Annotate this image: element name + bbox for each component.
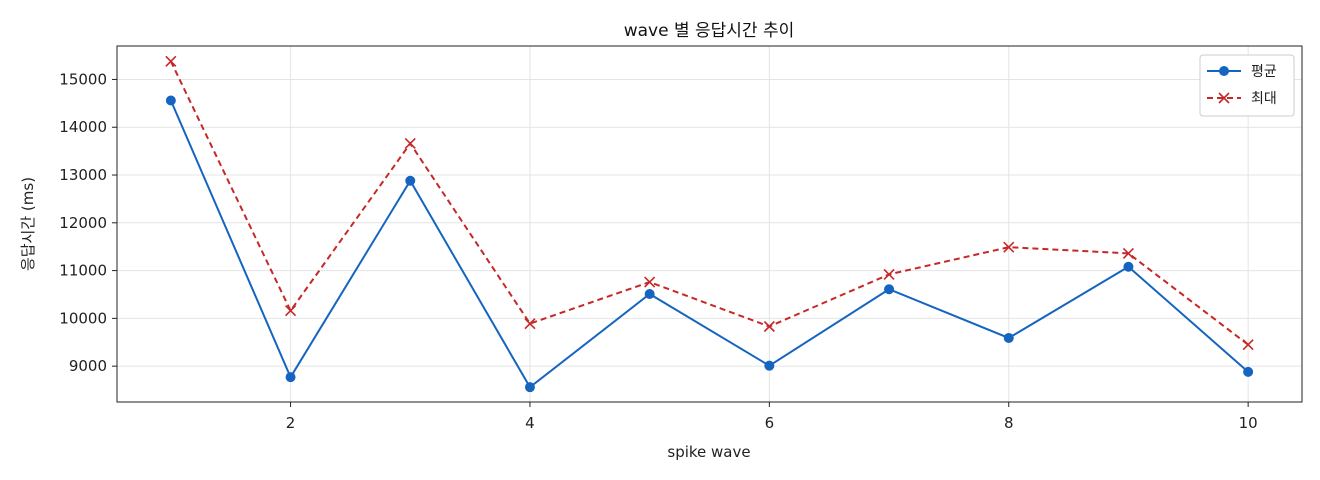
data-point-avg bbox=[884, 284, 895, 295]
series-line-max bbox=[169, 60, 1249, 346]
plot-frame bbox=[116, 45, 1303, 403]
y-axis: 9000 10000 11000 12000 13000 14000 15000 bbox=[59, 70, 117, 375]
data-point-max bbox=[883, 268, 895, 280]
legend-label-max: 최대 bbox=[1251, 91, 1277, 107]
x-tick-label: 2 bbox=[286, 414, 296, 432]
y-tick-label: 10000 bbox=[59, 309, 107, 327]
x-axis: 2 4 6 8 10 bbox=[286, 402, 1258, 432]
grid bbox=[117, 46, 1302, 402]
data-point-avg bbox=[764, 360, 775, 371]
data-point-max bbox=[763, 320, 775, 333]
data-point-avg bbox=[165, 95, 176, 106]
series-layer bbox=[165, 55, 1254, 393]
data-point-max bbox=[1122, 247, 1135, 259]
data-point-max bbox=[165, 55, 177, 67]
data-point-avg bbox=[1003, 332, 1014, 343]
legend-marker-max bbox=[1218, 92, 1230, 104]
y-axis-label: 응답시간 (ms) bbox=[19, 177, 37, 271]
y-tick-label: 12000 bbox=[59, 214, 107, 232]
y-tick-label: 9000 bbox=[69, 357, 107, 375]
data-point-avg bbox=[524, 382, 535, 393]
legend-box bbox=[1199, 54, 1295, 117]
x-axis-label: spike wave bbox=[667, 443, 750, 461]
legend-x-mark bbox=[1218, 92, 1230, 104]
data-point-max bbox=[1242, 339, 1254, 351]
legend: 평균 최대 bbox=[1199, 54, 1295, 117]
data-point-max bbox=[524, 318, 536, 330]
data-point-max bbox=[644, 276, 656, 288]
legend-label-avg: 평균 bbox=[1251, 64, 1277, 80]
data-point-avg bbox=[285, 372, 296, 383]
x-tick-label: 6 bbox=[765, 414, 775, 432]
data-point-max bbox=[404, 137, 416, 150]
y-tick-label: 14000 bbox=[59, 118, 107, 136]
y-tick-label: 11000 bbox=[59, 262, 107, 280]
data-point-max bbox=[284, 305, 297, 317]
data-point-avg bbox=[1243, 366, 1254, 377]
y-tick-label: 15000 bbox=[59, 70, 107, 88]
data-point-avg bbox=[1123, 261, 1134, 272]
data-point-avg bbox=[405, 175, 416, 186]
x-tick-label: 8 bbox=[1004, 414, 1014, 432]
legend-marker-avg bbox=[1219, 66, 1229, 76]
x-tick-label: 4 bbox=[525, 414, 535, 432]
chart-title: wave 별 응답시간 추이 bbox=[624, 21, 795, 41]
data-point-max bbox=[1003, 241, 1015, 253]
y-tick-label: 13000 bbox=[59, 166, 107, 184]
x-tick-label: 10 bbox=[1239, 414, 1258, 432]
series-line-avg bbox=[169, 100, 1249, 389]
data-point-avg bbox=[644, 289, 655, 300]
